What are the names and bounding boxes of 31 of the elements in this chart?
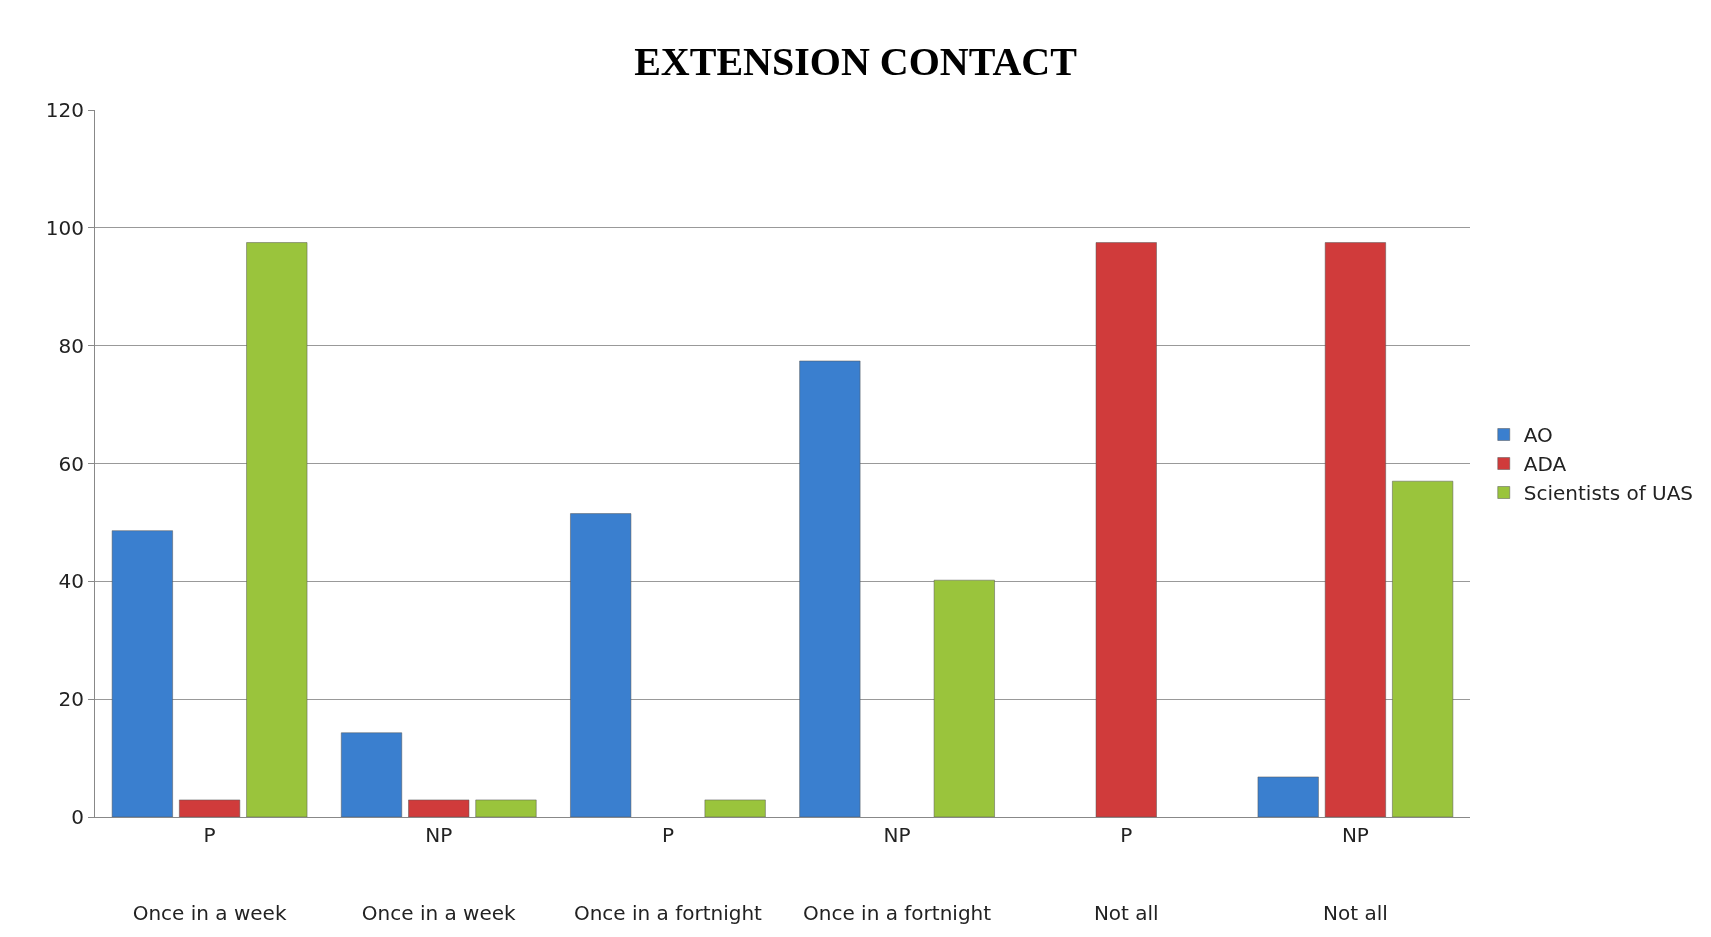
legend-label: Scientists of UAS <box>1523 481 1694 506</box>
y-tick-label: 40 <box>58 569 84 594</box>
legend-label: ADA <box>1523 452 1567 477</box>
y-tick-label: 0 <box>71 805 84 829</box>
chart-title: EXTENSION CONTACT <box>634 38 1078 84</box>
category-label: NP Once in a week <box>361 823 516 925</box>
bar <box>1257 776 1319 817</box>
category-label: P Once in a week <box>132 823 287 925</box>
category-label: NP Once in a fortnight <box>803 823 992 925</box>
bar <box>246 242 308 817</box>
bar <box>799 360 861 817</box>
y-tick-label: 20 <box>58 687 84 712</box>
bar <box>1095 242 1157 817</box>
category-label: P Not all <box>1093 823 1159 925</box>
category-label: P Once in a fortnight <box>573 823 762 925</box>
y-tick-label: 100 <box>45 215 84 240</box>
bar <box>408 799 470 817</box>
bar <box>570 513 632 817</box>
y-tick-label: 80 <box>58 333 84 358</box>
legend-label: AO <box>1523 423 1553 448</box>
bar <box>179 799 241 817</box>
category-label: NP Not all <box>1323 823 1388 925</box>
bar <box>1324 242 1386 817</box>
y-tick-label: 120 <box>45 98 84 122</box>
bar <box>933 579 995 817</box>
bar <box>1392 480 1454 817</box>
bar <box>475 799 537 817</box>
y-tick-label: 60 <box>58 451 84 476</box>
bar <box>341 732 403 817</box>
bar <box>111 530 173 817</box>
bar <box>704 799 766 817</box>
